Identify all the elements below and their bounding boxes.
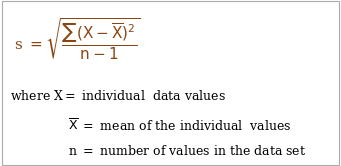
- Text: n $=$ number of values in the data set: n $=$ number of values in the data set: [68, 144, 307, 158]
- Text: where X$=$ individual  data values: where X$=$ individual data values: [10, 89, 226, 103]
- Text: $\overline{\mathrm{X}}$ $=$ mean of the individual  values: $\overline{\mathrm{X}}$ $=$ mean of the …: [68, 118, 292, 134]
- FancyBboxPatch shape: [2, 1, 339, 165]
- Text: s $= \sqrt{\dfrac{\sum\left(\mathrm{X}-\overline{\mathrm{X}}\right)^2}{\mathrm{n: s $= \sqrt{\dfrac{\sum\left(\mathrm{X}-\…: [14, 17, 140, 62]
